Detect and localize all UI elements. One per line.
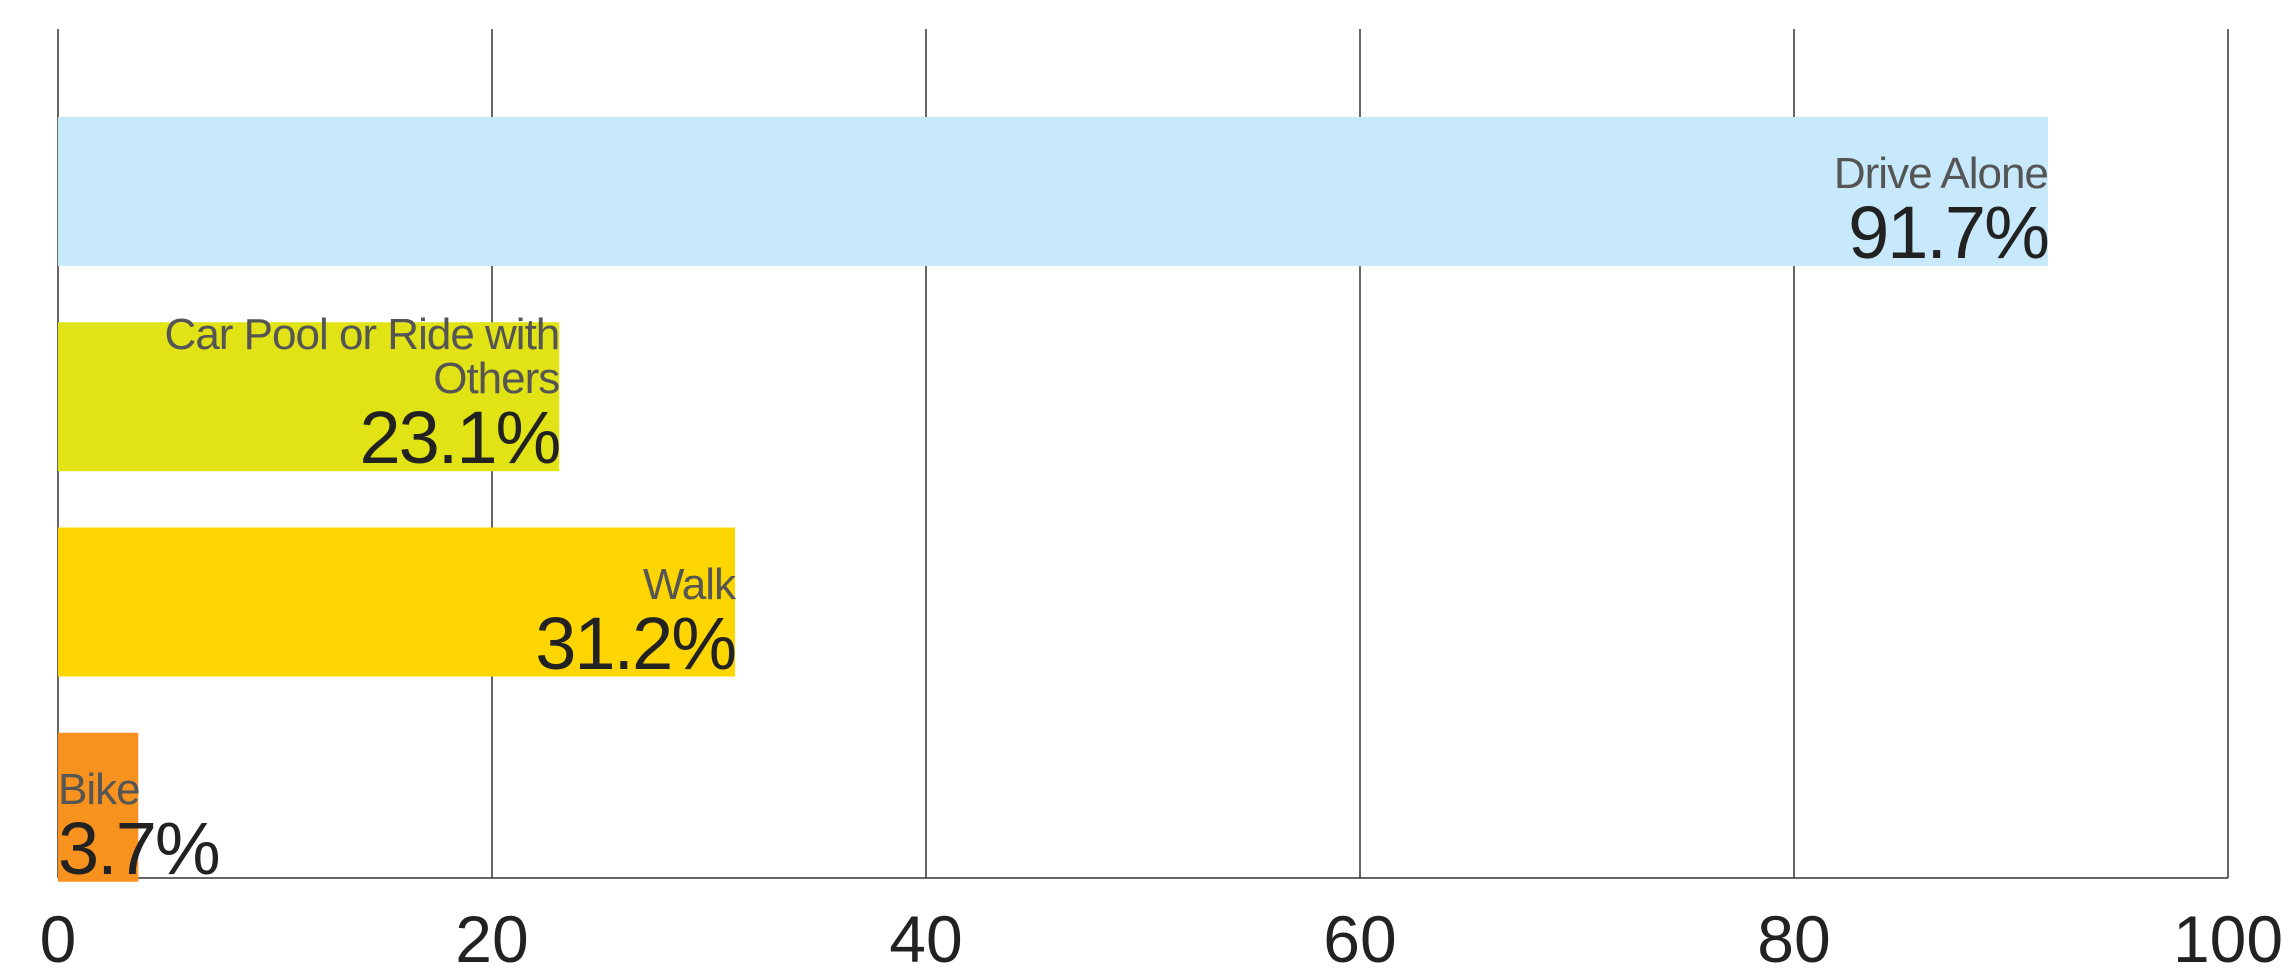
bar xyxy=(58,732,139,882)
category-label: Car Pool or Ride with Others xyxy=(164,310,561,404)
value-label: 23.1% xyxy=(359,396,561,480)
x-tick-label: 60 xyxy=(1323,902,1396,970)
category-label: Drive Alone xyxy=(1833,149,2049,198)
value-label: 3.7% xyxy=(58,806,221,890)
x-tick-label: 100 xyxy=(2173,902,2283,970)
value-label: 31.2% xyxy=(535,601,737,685)
bar-label: Car Pool or Ride with Others 23.1% xyxy=(58,310,562,480)
x-tick-label: 80 xyxy=(1757,902,1830,970)
x-tick-label: 40 xyxy=(889,902,962,970)
bar xyxy=(58,527,736,677)
bar-label: Drive Alone 91.7% xyxy=(1833,149,2050,274)
value-label: 91.7% xyxy=(1848,191,2050,274)
bar xyxy=(58,322,560,472)
bar-label: Bike 3.7% xyxy=(58,764,221,890)
category-label: Walk xyxy=(642,559,736,609)
x-tick-label: 20 xyxy=(455,902,528,970)
category-label: Bike xyxy=(58,764,141,814)
bar-label: Walk 31.2% xyxy=(535,559,737,685)
bar xyxy=(58,117,2048,266)
x-tick-label: 0 xyxy=(40,902,77,970)
